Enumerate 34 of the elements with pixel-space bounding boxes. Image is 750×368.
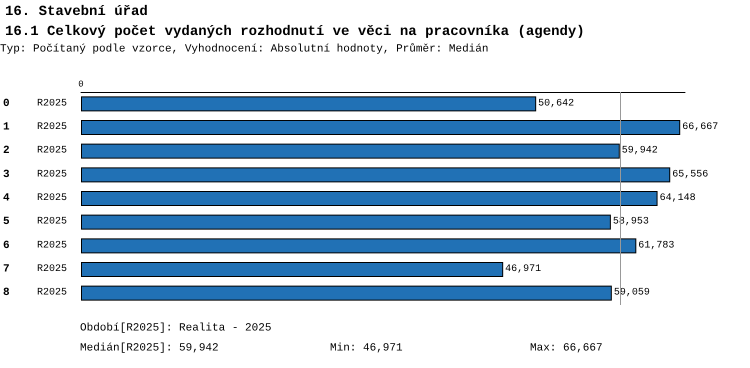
- category-label: 0 R2025: [3, 98, 68, 110]
- category-label: 8 R2025: [3, 287, 68, 300]
- text: Min: 46,971: [330, 342, 404, 354]
- data-label: 65,556: [672, 169, 708, 180]
- bar: [81, 96, 536, 112]
- data-label: 59,942: [622, 146, 658, 157]
- category-label: 2 R2025: [3, 145, 68, 158]
- category-label: 3 R2025: [3, 168, 68, 181]
- category-label: 7 R2025: [3, 264, 68, 276]
- text: Období[R2025]: Realita - 2025: [80, 322, 272, 334]
- text: Max: 66,667: [530, 342, 603, 354]
- category-label: 6 R2025: [3, 240, 68, 252]
- text: Typ: Počítaný podle vzorce, Vyhodnocení: Absolutní hodnoty, Průměr: Medián: [0, 42, 488, 56]
- bar: [81, 167, 670, 182]
- data-label: 64,148: [660, 193, 696, 204]
- chart-subtitle: 16.1 Celkový počet vydaných rozhodnutí ve věci na pracovníka (agendy): [5, 24, 585, 40]
- data-label: 46,971: [505, 264, 542, 275]
- bar: [81, 286, 612, 301]
- data-label: 59,059: [614, 288, 650, 299]
- chart-title: 16. Stavební úřad: [5, 4, 148, 20]
- data-label: 66,667: [682, 122, 718, 133]
- data-label: 50,642: [538, 98, 574, 110]
- text: 0: [78, 80, 84, 90]
- category-label: 4 R2025: [3, 192, 68, 204]
- data-label: 61,783: [638, 240, 674, 252]
- bar: [81, 262, 504, 277]
- bar: [81, 191, 658, 206]
- text: Medián[R2025]: 59,942: [80, 342, 219, 354]
- bar: [81, 214, 611, 230]
- bar: [81, 144, 620, 159]
- bar: [81, 238, 636, 254]
- category-label: 1 R2025: [3, 122, 68, 134]
- category-label: 5 R2025: [3, 216, 68, 228]
- bar: [81, 120, 680, 135]
